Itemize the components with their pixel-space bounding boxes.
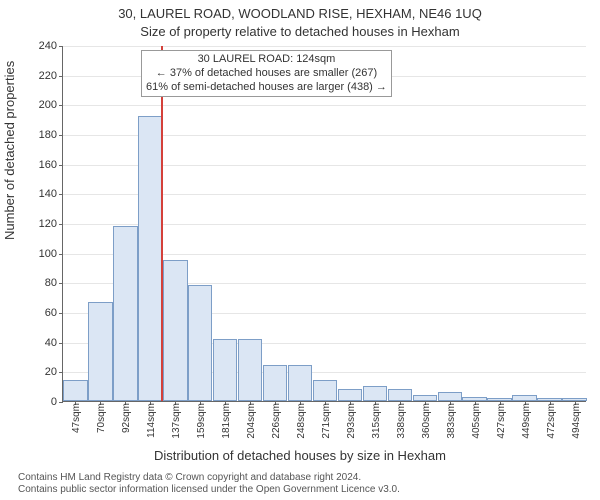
histogram-bar — [188, 285, 212, 401]
x-tick-label: 360sqm — [421, 401, 432, 439]
histogram-bar — [163, 260, 187, 401]
x-tick-label: 137sqm — [171, 401, 182, 439]
x-tick-label: 114sqm — [146, 401, 157, 438]
x-tick-label: 159sqm — [196, 401, 207, 439]
reference-line — [161, 46, 163, 401]
y-tick-label: 120 — [39, 218, 63, 230]
x-tick-label: 47sqm — [71, 401, 82, 433]
x-tick-label: 472sqm — [546, 401, 557, 439]
y-axis-label: Number of detached properties — [2, 61, 17, 240]
footer-attribution: Contains HM Land Registry data © Crown c… — [18, 472, 400, 496]
plot-area: 02040608010012014016018020022024047sqm70… — [62, 46, 586, 402]
x-tick-label: 494sqm — [571, 401, 582, 439]
histogram-bar — [288, 365, 312, 401]
histogram-bar — [88, 302, 112, 401]
callout-line-3: 61% of semi-detached houses are larger (… — [146, 81, 387, 95]
y-tick-label: 100 — [39, 248, 63, 260]
y-tick-label: 180 — [39, 129, 63, 141]
histogram-bar — [338, 389, 362, 401]
y-tick-label: 80 — [45, 277, 63, 289]
histogram-bar — [63, 380, 87, 401]
footer-line-1: Contains HM Land Registry data © Crown c… — [18, 472, 400, 484]
y-tick-label: 220 — [39, 70, 63, 82]
x-axis-label: Distribution of detached houses by size … — [0, 448, 600, 463]
property-callout: 30 LAUREL ROAD: 124sqm ← 37% of detached… — [141, 50, 392, 97]
x-tick-label: 338sqm — [396, 401, 407, 439]
x-tick-label: 181sqm — [221, 401, 232, 439]
gridline-h — [63, 46, 586, 47]
histogram-bar — [263, 365, 287, 401]
histogram-bar — [363, 386, 387, 401]
y-tick-label: 140 — [39, 188, 63, 200]
x-tick-label: 226sqm — [271, 401, 282, 439]
y-tick-label: 60 — [45, 307, 63, 319]
x-tick-label: 427sqm — [496, 401, 507, 439]
histogram-bar — [138, 116, 162, 401]
chart-subtitle: Size of property relative to detached ho… — [0, 24, 600, 39]
y-tick-label: 200 — [39, 99, 63, 111]
callout-line-2: ← 37% of detached houses are smaller (26… — [146, 67, 387, 81]
x-tick-label: 405sqm — [471, 401, 482, 439]
page-title: 30, LAUREL ROAD, WOODLAND RISE, HEXHAM, … — [0, 6, 600, 21]
histogram-bar — [213, 339, 237, 401]
y-tick-label: 20 — [45, 366, 63, 378]
x-tick-label: 293sqm — [346, 401, 357, 439]
y-tick-label: 0 — [51, 396, 63, 408]
histogram-bar — [313, 380, 337, 401]
chart-container: 30, LAUREL ROAD, WOODLAND RISE, HEXHAM, … — [0, 0, 600, 500]
histogram-bar — [113, 226, 137, 401]
x-tick-label: 70sqm — [96, 401, 107, 433]
histogram-bar — [438, 392, 462, 401]
histogram-bar — [388, 389, 412, 401]
y-tick-label: 240 — [39, 40, 63, 52]
x-tick-label: 383sqm — [446, 401, 457, 439]
x-tick-label: 204sqm — [246, 401, 257, 439]
histogram-bar — [238, 339, 262, 401]
x-tick-label: 271sqm — [321, 401, 332, 439]
y-tick-label: 40 — [45, 337, 63, 349]
x-tick-label: 315sqm — [371, 401, 382, 439]
footer-line-2: Contains public sector information licen… — [18, 484, 400, 496]
x-tick-label: 449sqm — [521, 401, 532, 439]
gridline-h — [63, 105, 586, 106]
callout-line-1: 30 LAUREL ROAD: 124sqm — [146, 53, 387, 67]
y-tick-label: 160 — [39, 159, 63, 171]
x-tick-label: 248sqm — [296, 401, 307, 439]
x-tick-label: 92sqm — [121, 401, 132, 433]
